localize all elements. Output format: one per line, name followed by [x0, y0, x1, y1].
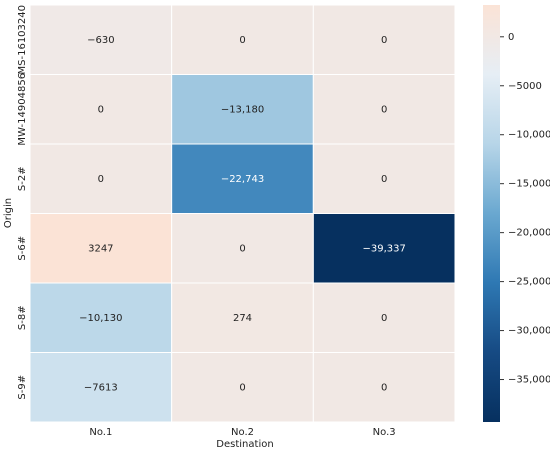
heatmap-cell — [171, 282, 314, 353]
heatmap-cell — [29, 352, 173, 423]
cell-label: 0 — [381, 174, 387, 185]
colorbar-tick-label: −20,000 — [508, 228, 550, 239]
colorbar-tick-label: −5000 — [508, 81, 542, 92]
cell-label: 0 — [98, 174, 104, 185]
x-tick-label: No.1 — [89, 427, 112, 438]
colorbar — [483, 5, 500, 422]
colorbar-tick-label: −10,000 — [508, 130, 550, 141]
heatmap-cell — [312, 213, 456, 284]
cell-label: 0 — [239, 382, 245, 393]
heatmap-cell — [29, 213, 173, 284]
cell-label: −10,130 — [79, 313, 122, 324]
cell-label: −13,180 — [221, 104, 264, 115]
heatmap-cell — [171, 4, 314, 75]
heatmap-cell — [171, 74, 314, 145]
colorbar-tick-label: −35,000 — [508, 375, 550, 386]
y-tick-label: S-8# — [17, 305, 28, 330]
heatmap-cell — [171, 143, 314, 214]
heatmap-cell — [29, 4, 173, 75]
cell-label: 0 — [381, 35, 387, 46]
cell-label: 0 — [98, 104, 104, 115]
x-axis-label: Destination — [216, 439, 273, 450]
y-tick-label: S-2# — [17, 166, 28, 191]
y-tick-label: S-9# — [17, 375, 28, 400]
cell-label: −7613 — [84, 382, 118, 393]
heatmap-cell — [312, 74, 456, 145]
colorbar-tick-label: −30,000 — [508, 326, 550, 337]
heatmap-cell — [312, 282, 456, 353]
cell-label: −39,337 — [362, 243, 405, 254]
colorbar-tick-label: −15,000 — [508, 179, 550, 190]
cell-label: 0 — [381, 382, 387, 393]
x-tick-label: No.2 — [231, 427, 254, 438]
y-tick-label: S-6# — [17, 236, 28, 261]
cell-label: −22,743 — [221, 174, 264, 185]
x-tick-label: No.3 — [373, 427, 396, 438]
y-tick-label: MS-16103240 — [17, 5, 28, 74]
y-tick-label: MW-14904856 — [17, 73, 28, 146]
heatmap-cell — [171, 352, 314, 423]
cell-label: 0 — [239, 35, 245, 46]
heatmap-cell — [29, 282, 173, 353]
cell-label: 274 — [233, 313, 252, 324]
colorbar-tick-label: 0 — [508, 32, 514, 43]
cell-label: 3247 — [88, 243, 113, 254]
heatmap-cell — [29, 74, 173, 145]
cell-label: 0 — [239, 243, 245, 254]
cell-label: 0 — [381, 104, 387, 115]
cell-label: 0 — [381, 313, 387, 324]
heatmap-cell — [312, 352, 456, 423]
heatmap-cell — [312, 4, 456, 75]
cell-label: −630 — [87, 35, 114, 46]
y-axis-label: Origin — [3, 198, 14, 228]
colorbar-tick-label: −25,000 — [508, 277, 550, 288]
